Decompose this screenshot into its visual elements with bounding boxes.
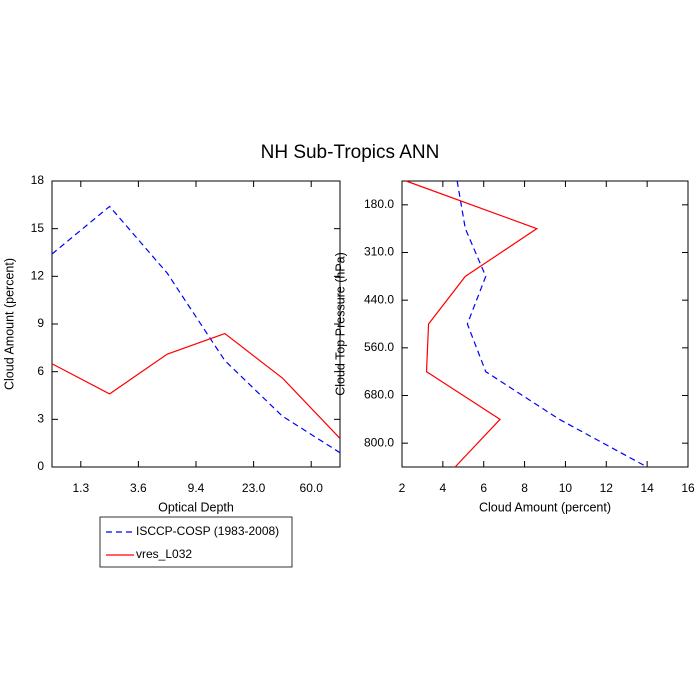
- y-tick-label: 6: [37, 364, 44, 378]
- legend-box: [99, 516, 293, 568]
- y-tick-label: 0: [37, 459, 44, 473]
- x-tick-label: 14: [640, 481, 654, 495]
- figure-title: NH Sub-Tropics ANN: [261, 142, 440, 163]
- y-axis-label: Cloud Amount (percent): [2, 258, 16, 390]
- y-axis-label: Cloud Top Pressure (hPa): [333, 252, 347, 396]
- y-tick-label: 310.0: [364, 245, 394, 259]
- x-tick-label: 10: [559, 481, 573, 495]
- y-tick-label: 12: [31, 269, 45, 283]
- x-tick-label: 8: [521, 481, 528, 495]
- x-tick-label: 9.4: [188, 481, 205, 495]
- y-tick-label: 9: [37, 316, 44, 330]
- x-tick-label: 1.3: [72, 481, 89, 495]
- x-tick-label: 12: [600, 481, 614, 495]
- x-tick-label: 3.6: [130, 481, 147, 495]
- y-tick-label: 180.0: [364, 197, 394, 211]
- series-line: [51, 205, 341, 454]
- y-tick-label: 3: [37, 412, 44, 426]
- y-tick-label: 560.0: [364, 340, 394, 354]
- series-line: [456, 180, 648, 468]
- plot-frame: [51, 180, 341, 468]
- plot-frame: [401, 180, 689, 468]
- x-axis-label: Cloud Amount (percent): [479, 500, 611, 514]
- y-tick-label: 15: [31, 221, 45, 235]
- x-tick-label: 16: [681, 481, 695, 495]
- x-tick-label: 4: [440, 481, 447, 495]
- y-tick-label: 800.0: [364, 435, 394, 449]
- legend-label: vres_L032: [136, 547, 192, 561]
- y-tick-label: 440.0: [364, 292, 394, 306]
- x-tick-label: 60.0: [300, 481, 324, 495]
- x-tick-label: 6: [480, 481, 487, 495]
- y-tick-label: 18: [31, 173, 45, 187]
- x-tick-label: 2: [399, 481, 406, 495]
- series-line: [405, 180, 539, 468]
- y-tick-label: 680.0: [364, 388, 394, 402]
- series-line: [51, 332, 341, 439]
- legend-label: ISCCP-COSP (1983-2008): [136, 524, 279, 538]
- x-tick-label: 23.0: [242, 481, 266, 495]
- x-axis-label: Optical Depth: [158, 500, 234, 514]
